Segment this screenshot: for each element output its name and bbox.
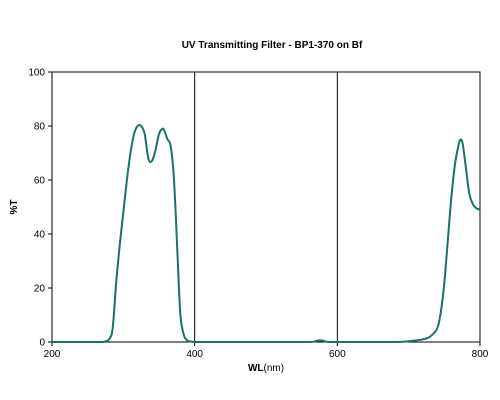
y-tick-label-0: 0: [39, 338, 45, 349]
tick-layer: 0 20 40 60 80 100 200 400 600 800: [28, 68, 488, 361]
series-layer: [51, 123, 481, 344]
y-tick-label-20: 20: [34, 284, 46, 295]
y-tick-label-80: 80: [34, 122, 46, 133]
x-tick-label-600: 600: [329, 349, 346, 360]
x-tick-label-200: 200: [44, 349, 61, 360]
x-tick-label-800: 800: [472, 349, 489, 360]
y-axis-label: %T: [9, 200, 20, 215]
series-line-0: [51, 123, 481, 344]
plot-frame: [51, 71, 481, 343]
x-tick-label-400: 400: [186, 349, 203, 360]
chart-title: UV Transmitting Filter - BP1-370 on Bf: [182, 40, 363, 51]
x-axis-label-name: WL: [248, 363, 264, 374]
x-axis-label: WL(nm): [248, 363, 284, 374]
grid-layer: [194, 72, 338, 342]
x-axis-label-unit: (nm): [263, 363, 284, 374]
y-tick-label-100: 100: [28, 68, 45, 79]
y-tick-label-40: 40: [34, 230, 46, 241]
y-tick-label-60: 60: [34, 176, 46, 187]
